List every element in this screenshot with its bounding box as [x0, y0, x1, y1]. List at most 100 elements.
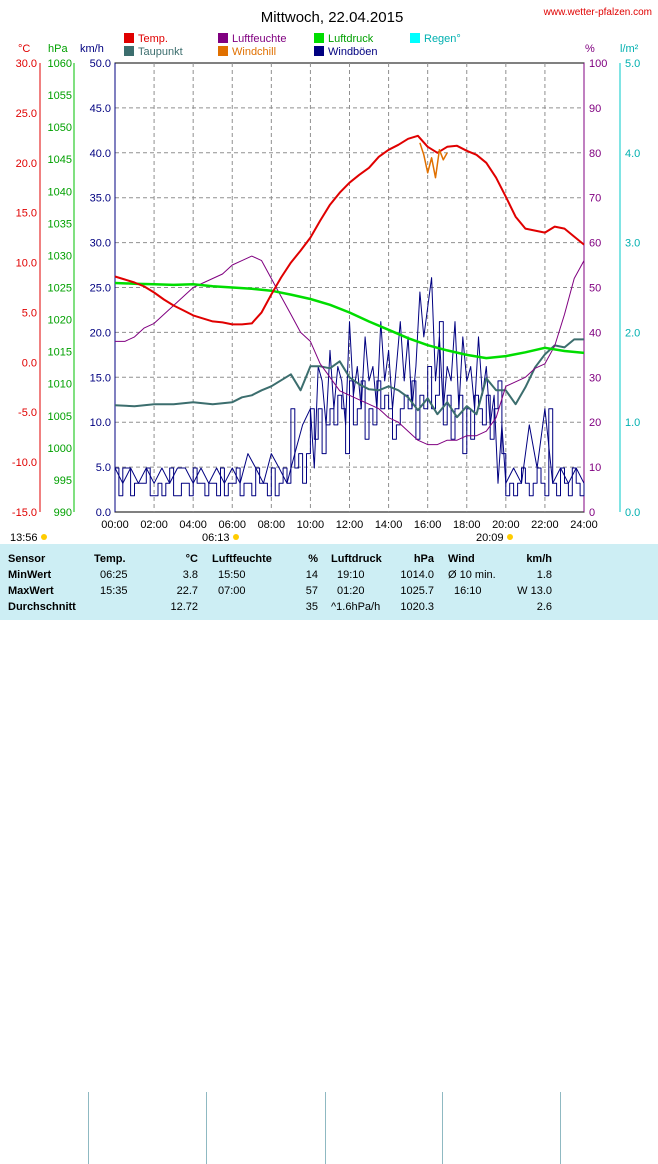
legend-label-humidity: Luftfeuchte — [232, 33, 286, 45]
tick-label-pct: 90 — [589, 103, 601, 115]
tick-label-rain: 4.0 — [625, 148, 640, 160]
tick-label-wind: 5.0 — [96, 462, 111, 474]
sun-start-label: 13:56 — [10, 532, 38, 544]
tick-label-temp: 10.0 — [16, 258, 37, 270]
tick-label-time: 22:00 — [531, 519, 559, 531]
tick-label-time: 10:00 — [297, 519, 325, 531]
tick-label-hpa: 1015 — [48, 347, 72, 359]
tick-label-time: 18:00 — [453, 519, 481, 531]
tick-label-time: 16:00 — [414, 519, 442, 531]
pressure-trend: ^1.6hPa/h — [331, 601, 381, 613]
avg-wind-value: 2.6 — [536, 601, 552, 613]
tick-label-temp: 0.0 — [22, 357, 37, 369]
hdr-temp: Temp. — [94, 553, 126, 565]
tick-label-pct: 80 — [589, 148, 601, 160]
min-hum-value: 14 — [305, 569, 318, 581]
legend-swatch-temp — [124, 33, 134, 43]
tick-label-hpa: 995 — [54, 475, 72, 487]
tick-label-time: 06:00 — [218, 519, 246, 531]
legend: Temp. Luftfeuchte Luftdruck Regen° Taupu… — [124, 33, 461, 58]
divider — [325, 1092, 326, 1164]
legend-label-gust: Windböen — [328, 46, 378, 58]
divider — [560, 1092, 561, 1164]
tick-label-hpa: 1045 — [48, 154, 72, 166]
series-layer — [114, 134, 585, 497]
series-pressure — [114, 281, 585, 360]
tick-label-temp: -10.0 — [12, 457, 37, 469]
max-hum-time: 07:00 — [218, 585, 246, 597]
tick-label-wind: 30.0 — [90, 238, 111, 250]
min-press-value: 1014.0 — [400, 569, 434, 581]
tick-label-hpa: 990 — [54, 507, 72, 519]
tick-label-hpa: 1050 — [48, 122, 72, 134]
tick-label-wind: 50.0 — [90, 58, 111, 70]
tick-label-rain: 3.0 — [625, 238, 640, 250]
avg-hum-value: 35 — [305, 601, 318, 613]
hdr-temp-unit: °C — [185, 553, 198, 565]
site-url: www.wetter-pfalzen.com — [543, 7, 652, 18]
tick-label-wind: 45.0 — [90, 103, 111, 115]
tick-label-time: 04:00 — [179, 519, 207, 531]
unit-rain: l/m² — [620, 43, 639, 55]
row-max-label: MaxWert — [8, 585, 54, 597]
max-temp-time: 15:35 — [100, 585, 128, 597]
legend-swatch-dew — [124, 46, 134, 56]
tick-label-temp: 20.0 — [16, 158, 37, 170]
tick-label-time: 24:00 — [570, 519, 598, 531]
series-windchill — [419, 142, 448, 179]
legend-swatch-rain — [410, 33, 420, 43]
max-press-value: 1025.7 — [400, 585, 434, 597]
max-hum-value: 57 — [305, 585, 318, 597]
min-temp-time: 06:25 — [100, 569, 128, 581]
tick-label-temp: -5.0 — [18, 407, 37, 419]
tick-label-time: 20:00 — [492, 519, 520, 531]
divider — [88, 1092, 89, 1164]
max-press-time: 01:20 — [337, 585, 365, 597]
tick-label-time: 02:00 — [140, 519, 168, 531]
tick-label-wind: 40.0 — [90, 148, 111, 160]
chart-title: Mittwoch, 22.04.2015 — [261, 9, 404, 26]
tick-label-hpa: 1020 — [48, 315, 72, 327]
series-dewpoint — [114, 338, 584, 419]
tick-label-pct: 50 — [589, 283, 601, 295]
divider — [442, 1092, 443, 1164]
sunrise-label: 06:13 — [202, 532, 230, 544]
hdr-wind: Wind — [448, 553, 475, 565]
tick-label-temp: 30.0 — [16, 58, 37, 70]
tick-label-hpa: 1030 — [48, 250, 72, 262]
tick-label-hpa: 1040 — [48, 186, 72, 198]
tick-label-time: 12:00 — [336, 519, 364, 531]
sunrise-icon — [233, 534, 239, 540]
tick-label-time: 14:00 — [375, 519, 403, 531]
tick-label-wind: 25.0 — [90, 283, 111, 295]
tick-label-pct: 100 — [589, 58, 607, 70]
tick-label-rain: 1.0 — [625, 417, 640, 429]
series-humidity — [115, 255, 585, 446]
tick-label-pct: 40 — [589, 327, 601, 339]
tick-label-temp: 5.0 — [22, 307, 37, 319]
statistics-table: Sensor Temp. °C Luftfeuchte % Luftdruck … — [0, 544, 658, 1164]
sun-start-icon — [41, 534, 47, 540]
min-temp-value: 3.8 — [182, 569, 198, 581]
tick-label-wind: 20.0 — [90, 327, 111, 339]
tick-label-pct: 0 — [589, 507, 595, 519]
tick-label-hpa: 1010 — [48, 379, 72, 391]
tick-label-wind: 15.0 — [90, 372, 111, 384]
tick-label-hpa: 1055 — [48, 90, 72, 102]
tick-label-rain: 2.0 — [625, 327, 640, 339]
avg-temp-value: 12.72 — [170, 601, 198, 613]
tick-label-wind: 10.0 — [90, 417, 111, 429]
sunset-label: 20:09 — [476, 532, 504, 544]
row-min-label: MinWert — [8, 569, 52, 581]
hdr-pressure-unit: hPa — [413, 553, 434, 565]
max-wind-time: 16:10 — [454, 585, 482, 597]
series-gusts — [114, 277, 585, 484]
weather-chart: Mittwoch, 22.04.2015 www.wetter-pfalzen.… — [10, 7, 652, 544]
tick-label-hpa: 1000 — [48, 443, 72, 455]
tick-label-hpa: 1035 — [48, 218, 72, 230]
max-temp-value: 22.7 — [176, 585, 198, 597]
tick-label-pct: 70 — [589, 193, 601, 205]
unit-pct: % — [585, 43, 595, 55]
legend-swatch-gust — [314, 46, 324, 56]
tick-label-pct: 30 — [589, 372, 601, 384]
